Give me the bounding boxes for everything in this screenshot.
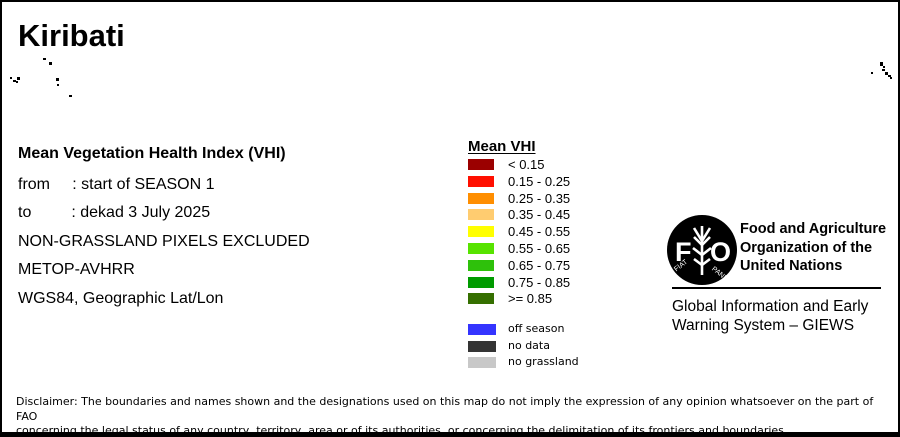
island-dot: [69, 95, 72, 97]
legend-row: 0.15 - 0.25: [468, 175, 570, 188]
legend-row: < 0.15: [468, 158, 545, 171]
legend-swatch: [468, 323, 496, 335]
info-projection-line: WGS84, Geographic Lat/Lon: [18, 290, 224, 307]
legend-label: 0.55 - 0.65: [508, 241, 571, 256]
legend-swatch: [468, 176, 494, 187]
island-dot: [888, 75, 891, 77]
info-heading: Mean Vegetation Health Index (VHI): [18, 145, 286, 162]
legend-row: 0.35 - 0.45: [468, 208, 570, 221]
page-title: Kiribati: [18, 18, 125, 53]
island-dot: [57, 84, 59, 86]
island-dots-layer: [2, 2, 898, 432]
island-dot: [49, 62, 52, 65]
legend-row: 0.75 - 0.85: [468, 276, 570, 289]
legend-swatch: [468, 209, 494, 220]
legend-label: 0.65 - 0.75: [508, 258, 571, 273]
legend-label: no data: [508, 339, 550, 352]
island-dot: [883, 66, 885, 68]
legend-row: 0.65 - 0.75: [468, 259, 570, 272]
info-from-line: from : start of SEASON 1: [18, 176, 215, 193]
legend-label: 0.45 - 0.55: [508, 224, 571, 239]
legend-title: Mean VHI: [468, 138, 536, 155]
svg-text:O: O: [710, 237, 731, 267]
legend-row: >= 0.85: [468, 292, 552, 305]
legend-swatch: [468, 243, 494, 254]
legend-row: 0.45 - 0.55: [468, 225, 570, 238]
legend-swatch: [468, 226, 494, 237]
island-dot: [890, 77, 892, 79]
island-dot: [880, 62, 883, 66]
disclaimer-text: Disclaimer: The boundaries and names sho…: [16, 395, 874, 437]
island-dot: [56, 78, 59, 81]
island-dot: [885, 72, 888, 75]
legend-swatch: [468, 260, 494, 271]
legend-label: 0.15 - 0.25: [508, 174, 571, 189]
legend-row-no-grassland: no grassland: [468, 356, 579, 368]
info-mask-line: NON-GRASSLAND PIXELS EXCLUDED: [18, 233, 310, 250]
legend-label: < 0.15: [508, 157, 545, 172]
island-dot: [13, 80, 16, 82]
wheat-glyph: [692, 226, 712, 275]
legend-swatch: [468, 293, 494, 304]
giews-label: Global Information and Early Warning Sys…: [672, 298, 869, 334]
legend-label: 0.35 - 0.45: [508, 207, 571, 222]
island-dot: [871, 72, 873, 74]
legend-swatch: [468, 193, 494, 204]
legend-label: >= 0.85: [508, 291, 553, 306]
legend-label: no grassland: [508, 355, 579, 368]
island-dot: [16, 81, 18, 83]
info-to-line: to : dekad 3 July 2025: [18, 204, 211, 221]
fao-logo-icon: F O FIAT PANIS: [667, 215, 737, 285]
legend-label: 0.75 - 0.85: [508, 275, 571, 290]
island-dot: [17, 77, 20, 80]
island-dot: [882, 69, 885, 71]
legend-swatch: [468, 356, 496, 368]
legend-row: 0.25 - 0.35: [468, 192, 570, 205]
svg-text:F: F: [675, 237, 692, 267]
legend-row-off-season: off season: [468, 323, 564, 335]
legend-swatch: [468, 340, 496, 352]
legend-label: 0.25 - 0.35: [508, 191, 571, 206]
legend-swatch: [468, 277, 494, 288]
legend-swatch: [468, 159, 494, 170]
legend-row: 0.55 - 0.65: [468, 242, 570, 255]
island-dot: [10, 77, 12, 79]
island-dot: [43, 58, 46, 60]
fao-org-name: Food and Agriculture Organization of the…: [740, 221, 887, 274]
fao-separator-line: [672, 287, 881, 289]
legend-row-no-data: no data: [468, 340, 550, 352]
info-sensor-line: METOP-AVHRR: [18, 261, 135, 278]
legend-label: off season: [508, 322, 565, 335]
